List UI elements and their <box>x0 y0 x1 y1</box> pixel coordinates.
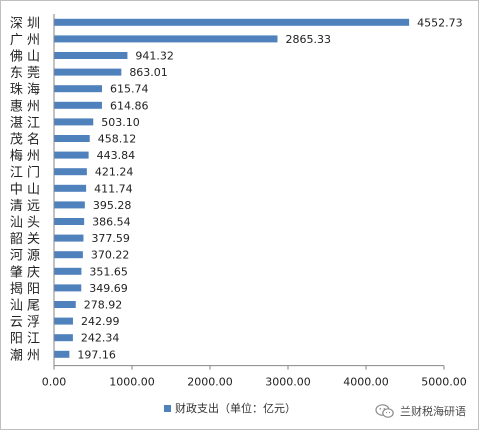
bar <box>54 135 90 142</box>
data-label: 614.86 <box>110 99 148 112</box>
data-label: 863.01 <box>129 66 168 79</box>
watermark-text: 兰财税海研语 <box>400 405 466 418</box>
category-label: 广 州 <box>10 33 40 48</box>
data-label: 443.84 <box>97 149 136 162</box>
data-label: 395.28 <box>93 199 132 212</box>
category-label: 揭 阳 <box>10 282 40 297</box>
bar <box>54 201 85 209</box>
x-tick-label: 0.00 <box>42 376 67 389</box>
bars-group <box>54 18 410 358</box>
data-label: 458.12 <box>98 133 137 146</box>
bar <box>54 168 87 176</box>
category-label: 汕 尾 <box>10 299 40 314</box>
bar <box>54 101 102 109</box>
bar <box>54 118 94 126</box>
bar <box>54 52 128 59</box>
data-label: 242.99 <box>81 315 120 328</box>
data-label: 2865.33 <box>285 33 331 46</box>
data-label: 503.10 <box>101 116 139 129</box>
bar <box>54 68 122 76</box>
data-label: 411.74 <box>94 182 133 195</box>
data-label: 351.65 <box>89 265 128 278</box>
category-label: 珠 海 <box>10 83 40 98</box>
bar <box>54 18 410 26</box>
legend-label: 财政支出（单位：亿元） <box>175 401 296 415</box>
bar <box>54 284 82 292</box>
x-tick-label: 2000.00 <box>187 376 233 389</box>
bar <box>54 350 70 358</box>
data-label: 421.24 <box>95 166 134 179</box>
x-axis-group: 0.00 1000.00 2000.00 3000.00 4000.00 5000.00 <box>42 14 467 389</box>
value-labels-group: 4552.73 2865.33 941.32 863.01 615.74 614.86 50… <box>77 16 462 361</box>
bar <box>54 151 89 159</box>
category-label: 云 浮 <box>10 315 40 330</box>
data-label: 615.74 <box>110 83 148 96</box>
bar <box>54 317 73 325</box>
data-label: 242.34 <box>81 332 120 345</box>
category-label: 潮 州 <box>10 348 40 363</box>
data-label: 4552.73 <box>417 16 463 29</box>
bar <box>54 267 82 275</box>
legend-swatch <box>164 405 171 412</box>
bar <box>54 184 87 192</box>
category-label: 韶 关 <box>10 231 40 247</box>
x-tick-label: 3000.00 <box>265 376 311 389</box>
data-label: 377.59 <box>91 232 130 245</box>
bar <box>54 35 278 43</box>
legend-group: 财政支出（单位：亿元） <box>164 401 296 415</box>
bar <box>54 85 103 93</box>
watermark: 兰财税海研语 <box>375 399 475 423</box>
data-label: 197.16 <box>77 348 116 361</box>
data-label: 941.32 <box>135 50 174 63</box>
category-label: 河 源 <box>10 249 40 264</box>
category-label: 深 圳 <box>10 16 40 31</box>
category-label: 肇 庆 <box>10 265 40 280</box>
x-tick-label: 1000.00 <box>109 376 155 389</box>
category-label: 茂 名 <box>10 132 40 148</box>
category-label: 梅 州 <box>10 149 40 164</box>
bar <box>54 301 76 308</box>
category-label: 惠 州 <box>10 99 40 114</box>
data-label: 349.69 <box>89 282 128 295</box>
category-label: 东 莞 <box>10 66 40 81</box>
x-tick-label: 4000.00 <box>343 376 389 389</box>
bar <box>54 251 83 259</box>
x-tick-label: 5000.00 <box>421 376 467 389</box>
bar <box>54 234 84 242</box>
data-label: 386.54 <box>92 216 130 229</box>
category-label: 中 山 <box>10 182 40 197</box>
bar <box>54 218 85 225</box>
category-label: 阳 江 <box>10 332 40 347</box>
category-label: 江 门 <box>10 166 40 181</box>
category-label: 佛 山 <box>10 50 40 65</box>
category-label: 湛 江 <box>10 116 40 131</box>
wechat-logo-icon <box>375 404 394 418</box>
bar <box>54 334 73 342</box>
category-label: 汕 头 <box>10 216 40 231</box>
data-label: 370.22 <box>91 249 130 262</box>
category-labels-group: 深 圳广 州佛 山东 莞珠 海惠 州湛 江茂 名梅 州江 门中 山清 远汕 头韶… <box>10 16 40 363</box>
category-label: 清 远 <box>10 199 40 214</box>
data-label: 278.92 <box>84 299 123 312</box>
